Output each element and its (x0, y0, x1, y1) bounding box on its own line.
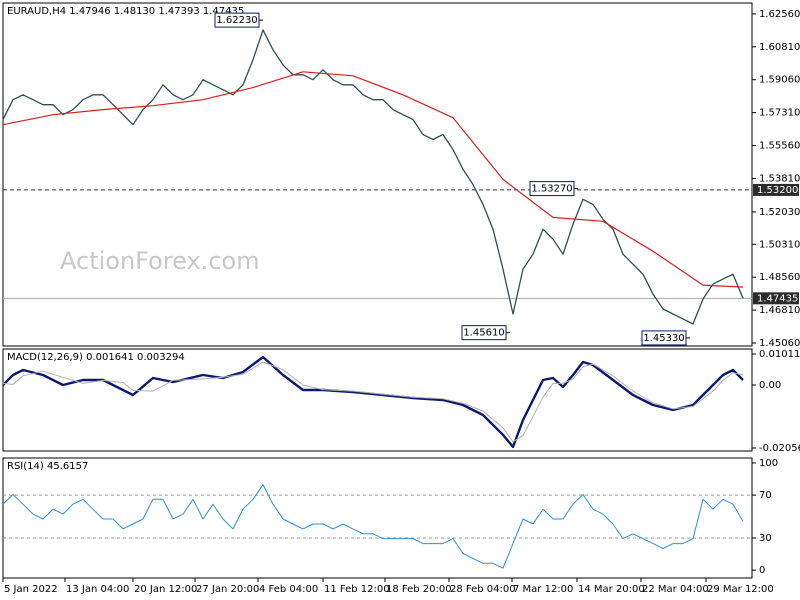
x-tick-label: 20 Jan 12:00 (134, 584, 197, 595)
x-tick-label: 11 Feb 12:00 (324, 584, 390, 595)
y-tick-label: 1.55560 (759, 141, 800, 152)
y-tick-label: 1.57310 (759, 108, 800, 119)
price-label: 1.53200 (757, 185, 798, 196)
x-tick-label: 13 Jan 04:00 (66, 584, 129, 595)
series-line (2, 361, 744, 443)
panel-title: RSI(14) 45.6157 (7, 461, 88, 472)
y-tick-label: 70 (759, 490, 772, 501)
x-tick-label: 7 Mar 12:00 (513, 584, 573, 595)
x-tick-label: 14 Mar 20:00 (578, 584, 645, 595)
price-label-box (753, 292, 799, 305)
y-tick-label: 1.60810 (759, 42, 800, 53)
y-tick-label: 1.45060 (759, 338, 800, 349)
annotation: 1.53270 (529, 181, 578, 197)
y-tick-label: 1.59060 (759, 75, 800, 86)
panel-frame (2, 348, 753, 452)
y-tick-label: 1.48560 (759, 272, 800, 283)
x-tick-label: 4 Feb 04:00 (259, 584, 318, 595)
x-tick-label: 22 Mar 04:00 (642, 584, 709, 595)
panel-title: MACD(12,26,9) 0.001641 0.003294 (7, 352, 185, 363)
panel-title: EURAUD,H4 1.47946 1.48130 1.47393 1.4743… (7, 6, 244, 17)
y-tick-label: 1.52030 (759, 207, 800, 218)
watermark: ActionForex.com (60, 247, 260, 275)
series-line (2, 484, 744, 569)
y-tick-label: 1.50310 (759, 239, 800, 250)
annotation: 1.62230 (214, 12, 263, 28)
x-tick-label: 18 Feb 20:00 (386, 584, 452, 595)
y-tick-label: 1.62560 (759, 9, 800, 20)
x-tick-label: 28 Feb 04:00 (450, 584, 516, 595)
y-tick-label: 0 (759, 565, 765, 576)
y-tick-label: 0.010113 (759, 349, 800, 360)
x-tick-label: 27 Jan 20:00 (196, 584, 259, 595)
y-tick-label: 1.46810 (759, 305, 800, 316)
annotation-label: 1.45330 (643, 333, 684, 344)
y-tick-label: 30 (759, 533, 772, 544)
x-tick-label: 5 Jan 2022 (4, 584, 58, 595)
panel-frame (2, 457, 753, 579)
annotation: 1.45330 (641, 330, 690, 346)
annotation-label: 1.53270 (531, 184, 572, 195)
series-line (2, 71, 744, 288)
price-label-box (753, 183, 799, 196)
x-tick-label: 29 Mar 12:00 (707, 584, 774, 595)
series-line (2, 355, 744, 449)
y-tick-label: -0.020561 (759, 443, 800, 454)
series-line (2, 29, 744, 325)
annotation-box (461, 325, 507, 341)
annotation-label: 1.45610 (463, 328, 504, 339)
annotation: 1.45610 (461, 325, 510, 341)
annotation-box (529, 181, 575, 197)
y-tick-label: 0.00 (759, 380, 781, 391)
price-label: 1.47435 (757, 293, 798, 304)
annotation-box (214, 12, 260, 28)
y-tick-label: 1.53810 (759, 173, 800, 184)
annotation-label: 1.62230 (216, 15, 257, 26)
panel-frame (2, 2, 753, 347)
y-tick-label: 100 (759, 458, 778, 469)
annotation-box (641, 330, 687, 346)
